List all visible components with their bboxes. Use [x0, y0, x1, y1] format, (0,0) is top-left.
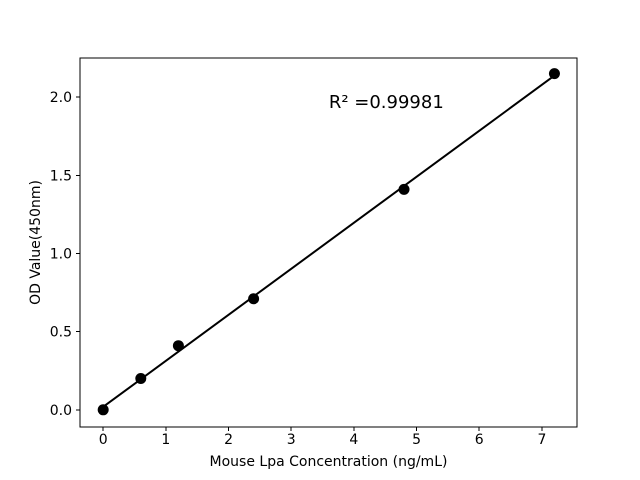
data-point	[398, 183, 410, 195]
data-point	[97, 404, 109, 416]
y-axis-label: OD Value(450nm)	[28, 180, 44, 305]
data-point	[172, 340, 184, 352]
x-tick-label: 6	[475, 432, 484, 448]
fit-line	[102, 74, 556, 408]
data-point	[135, 373, 147, 385]
x-tick-label: 0	[99, 432, 108, 448]
y-tick-label: 0.5	[50, 325, 72, 341]
r-squared-annotation: R² =0.99981	[329, 92, 444, 113]
x-axis-label: Mouse Lpa Concentration (ng/mL)	[210, 454, 448, 470]
data-points	[97, 68, 560, 416]
data-point	[248, 293, 260, 305]
x-tick-label: 5	[412, 432, 421, 448]
y-tick-label: 2.0	[50, 90, 72, 106]
x-tick-label: 7	[537, 432, 546, 448]
x-tick-label: 4	[349, 432, 358, 448]
x-tick-label: 2	[224, 432, 233, 448]
data-point	[548, 68, 560, 80]
y-tick-label: 1.0	[50, 246, 72, 262]
y-tick-label: 1.5	[50, 168, 72, 184]
y-axis-ticks: 0.0 0.5 1.0 1.5 2.0	[50, 90, 80, 419]
y-tick-label: 0.0	[50, 403, 72, 419]
x-tick-label: 1	[161, 432, 170, 448]
x-axis-ticks: 0 1 2 3 4 5 6 7	[99, 427, 546, 448]
x-tick-label: 3	[287, 432, 296, 448]
